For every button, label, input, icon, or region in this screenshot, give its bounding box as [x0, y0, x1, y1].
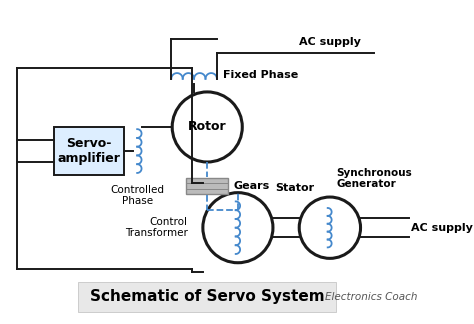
FancyBboxPatch shape	[78, 282, 337, 312]
Text: AC supply: AC supply	[299, 37, 361, 47]
Text: Rotor: Rotor	[188, 121, 227, 133]
Text: Fixed Phase: Fixed Phase	[223, 70, 299, 80]
Text: Gears: Gears	[233, 181, 270, 191]
Text: Synchronous
Generator: Synchronous Generator	[337, 168, 412, 189]
Text: Control
Transformer: Control Transformer	[125, 217, 188, 238]
Circle shape	[203, 193, 273, 263]
Circle shape	[299, 197, 361, 258]
Text: AC supply: AC supply	[411, 223, 473, 233]
FancyBboxPatch shape	[54, 127, 124, 175]
Text: Schematic of Servo System: Schematic of Servo System	[90, 289, 325, 305]
FancyBboxPatch shape	[186, 178, 228, 194]
Text: Stator: Stator	[275, 183, 314, 193]
Text: Electronics Coach: Electronics Coach	[325, 292, 418, 302]
Circle shape	[172, 92, 242, 162]
Text: Controlled
Phase: Controlled Phase	[110, 185, 164, 206]
Text: Servo-
amplifier: Servo- amplifier	[57, 137, 120, 165]
